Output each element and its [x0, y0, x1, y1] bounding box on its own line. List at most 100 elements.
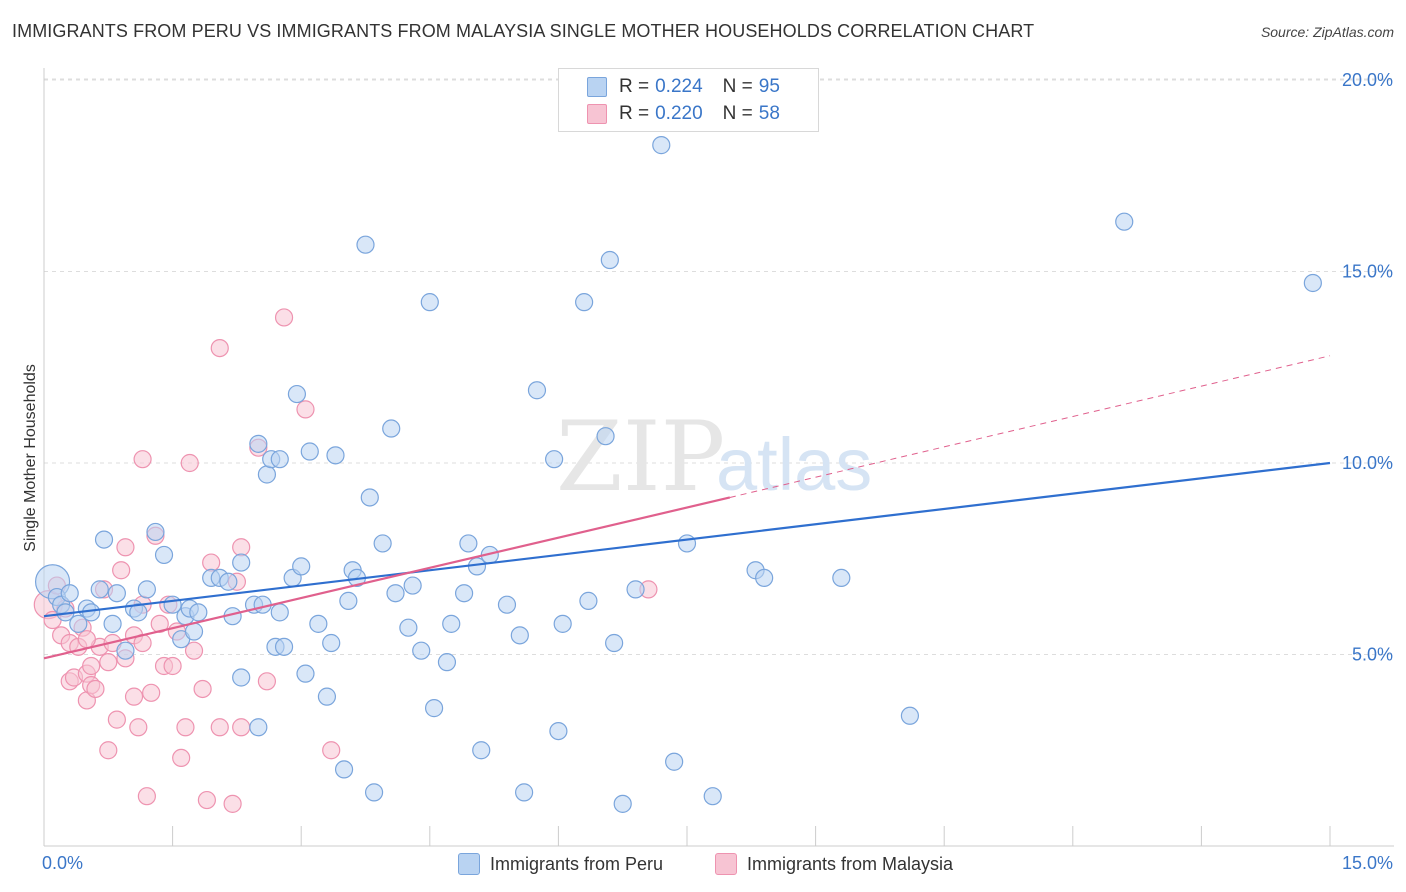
malaysia-point [137, 787, 156, 806]
peru-point [300, 442, 319, 461]
peru-point [103, 614, 122, 633]
peru-point [665, 752, 684, 771]
legend-row-peru: R = 0.224 N = 95 [587, 75, 780, 99]
malaysia-point [257, 672, 277, 691]
peru-point [309, 614, 328, 633]
malaysia-point [99, 741, 118, 760]
peru-point [677, 534, 697, 553]
peru-point [553, 614, 572, 633]
bottom-legend-malaysia: Immigrants from Malaysia [715, 852, 953, 876]
peru-point [454, 584, 474, 603]
legend-n-value: 58 [758, 103, 780, 124]
peru-point [703, 787, 722, 806]
malaysia-point [99, 653, 118, 672]
legend-r-label: R = [619, 76, 650, 97]
peru-point [257, 465, 277, 484]
peru-point [424, 699, 444, 718]
peru-point [317, 687, 337, 706]
peru-point [600, 250, 619, 270]
legend-r-value: 0.224 [655, 76, 703, 97]
legend-n-value: 95 [758, 76, 780, 97]
peru-point [60, 584, 79, 603]
bottom-legend-swatch-peru [458, 853, 480, 875]
chart-title: IMMIGRANTS FROM PERU VS IMMIGRANTS FROM … [12, 21, 1035, 41]
peru-point [270, 603, 289, 622]
peru-point [339, 591, 358, 610]
malaysia-point [142, 683, 161, 702]
peru-point [137, 580, 156, 599]
malaysia-point [133, 450, 152, 469]
series-malaysia-points [33, 308, 658, 813]
malaysia-point [107, 710, 126, 729]
malaysia-point [82, 656, 101, 676]
peru-point [90, 580, 109, 599]
peru-point [322, 633, 341, 653]
y-tick-label: 20.0% [1342, 70, 1393, 90]
legend-swatch-malaysia [587, 104, 607, 124]
malaysia-point [184, 641, 204, 660]
malaysia-point [296, 400, 315, 419]
malaysia-point [232, 538, 251, 557]
peru-point [116, 641, 135, 660]
malaysia-point [210, 718, 229, 737]
axes [43, 68, 1394, 847]
bottom-legend-peru: Immigrants from Peru [458, 852, 663, 876]
peru-point [545, 450, 564, 469]
peru-point [575, 293, 594, 312]
peru-point [900, 706, 920, 725]
malaysia-point [116, 538, 135, 557]
peru-point [249, 718, 268, 737]
peru-point [146, 522, 165, 542]
peru-point [1303, 273, 1322, 293]
peru-point [472, 741, 491, 760]
malaysia-point [274, 308, 294, 327]
y-tick-label: 15.0% [1342, 262, 1393, 282]
peru-point [579, 591, 598, 610]
peru-point [403, 576, 422, 595]
peru-point [292, 557, 311, 576]
peru-point [373, 534, 392, 553]
malaysia-point [232, 718, 251, 737]
malaysia-point [124, 687, 144, 706]
peru-point [510, 626, 529, 645]
peru-point [382, 419, 401, 438]
peru-point [274, 637, 294, 656]
legend-swatch-peru [587, 77, 607, 97]
peru-point [755, 568, 774, 588]
legend: R = 0.224 N = 95 R = 0.220 N = 58 [558, 68, 819, 132]
peru-point [605, 633, 624, 653]
malaysia-point [172, 748, 191, 768]
malaysia-point [202, 553, 221, 572]
bottom-legend-label-malaysia: Immigrants from Malaysia [747, 853, 954, 874]
legend-r-value: 0.220 [655, 103, 703, 124]
malaysia-point [180, 453, 199, 473]
peru-point [107, 584, 126, 603]
peru-point [613, 794, 632, 813]
peru-point [94, 530, 114, 549]
peru-point [442, 614, 461, 633]
bottom-legend-label-peru: Immigrants from Peru [490, 853, 664, 874]
legend-r-label: R = [619, 103, 650, 124]
watermark-atlas: atlas [716, 423, 872, 506]
watermark: ZIP atlas [556, 401, 872, 513]
malaysia-point [112, 561, 131, 580]
malaysia-point [210, 339, 229, 358]
peru-point [232, 668, 251, 687]
peru-point [459, 534, 478, 553]
peru-point [189, 603, 208, 622]
peru-point [420, 293, 439, 312]
peru-point [219, 572, 238, 591]
y-tick-label: 10.0% [1342, 453, 1393, 473]
x-tick-label: 0.0% [42, 853, 83, 873]
peru-point [832, 568, 851, 588]
peru-point [652, 136, 671, 155]
chart-source: Source: ZipAtlas.com [1260, 24, 1394, 40]
peru-point [549, 721, 568, 741]
peru-point [399, 618, 418, 637]
peru-point [69, 614, 88, 633]
y-tick-labels: 5.0% 10.0% 15.0% 20.0% [1342, 70, 1393, 665]
x-tick-labels: 0.0% 15.0% [42, 853, 1393, 873]
trend-line-peru [43, 461, 1331, 618]
peru-point [527, 381, 547, 400]
peru-point [326, 446, 345, 465]
